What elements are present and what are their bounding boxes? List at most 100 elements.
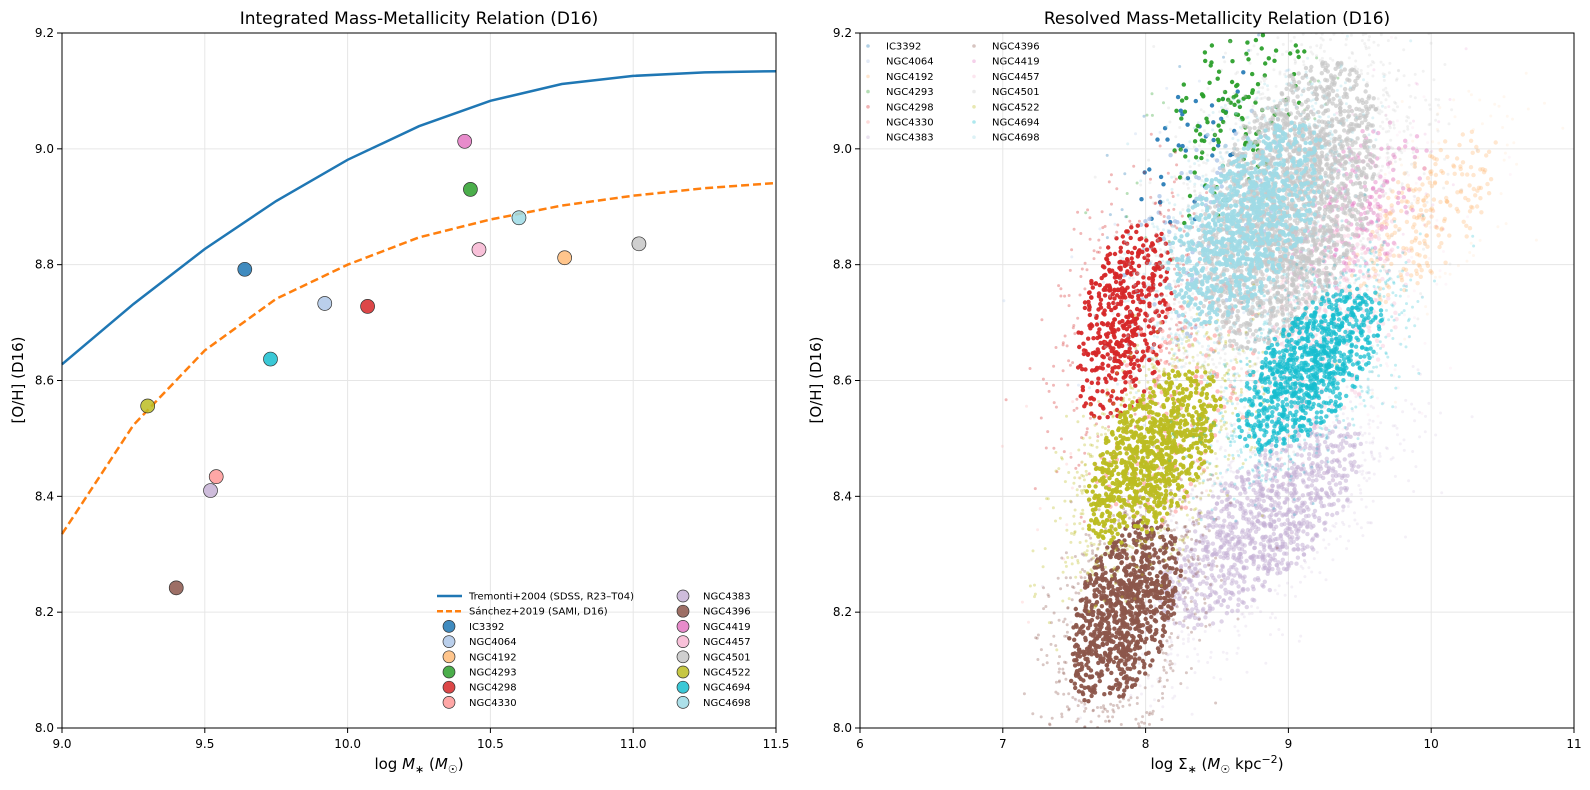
spaxel-point [1277,584,1281,588]
spaxel-point [1467,209,1473,214]
spaxel-point [1207,529,1211,533]
spaxel-point [1468,138,1474,143]
spaxel-point [1137,219,1141,223]
spaxel-point [1115,288,1121,293]
spaxel-point [1331,478,1335,482]
spaxel-point [1375,257,1380,262]
spaxel-point [1125,666,1130,671]
spaxel-point [1200,150,1205,155]
spaxel-point [1392,217,1397,222]
spaxel-point [1423,223,1429,228]
spaxel-point [1130,591,1136,596]
spaxel-point [1100,366,1106,371]
spaxel-point [1127,662,1131,666]
spaxel-point [1194,539,1198,543]
spaxel-point [1427,180,1433,185]
spaxel-point [1118,245,1124,250]
spaxel-point [1330,444,1336,449]
spaxel-point [1242,286,1246,290]
spaxel-point [1380,304,1384,308]
spaxel-point [1213,578,1218,583]
legend-label: NGC4298 [469,683,517,694]
spaxel-point [1177,620,1183,626]
spaxel-point [1078,293,1082,297]
spaxel-point [1133,626,1138,631]
spaxel-point [1190,607,1195,612]
spaxel-point [1193,155,1199,160]
spaxel-point [1186,637,1190,641]
spaxel-point [1165,307,1170,312]
spaxel-point [1196,175,1202,181]
spaxel-point [1304,484,1309,489]
spaxel-point [1359,491,1363,495]
spaxel-point [1387,105,1391,109]
spaxel-point [1337,463,1343,469]
spaxel-point [1478,98,1482,102]
spaxel-point [1189,667,1193,670]
spaxel-point [1087,559,1091,563]
spaxel-point [1294,594,1297,598]
spaxel-point [1485,181,1490,187]
spaxel-point [1098,539,1102,543]
spaxel-point [1295,555,1301,560]
legend-label: NGC4192 [469,652,517,663]
spaxel-point [1301,529,1306,534]
spaxel-point [1429,206,1435,211]
spaxel-point [1192,637,1195,641]
spaxel-point [1047,389,1051,393]
spaxel-point [1250,520,1255,525]
spaxel-point [1124,569,1129,574]
spaxel-point [1349,273,1355,278]
spaxel-point [1192,566,1198,571]
spaxel-point [1358,441,1364,447]
spaxel-point [1119,396,1124,401]
spaxel-point [1306,456,1312,461]
spaxel-point [1204,611,1208,615]
spaxel-point [1505,114,1509,118]
spaxel-point [1170,632,1173,635]
spaxel-point [1074,591,1078,595]
spaxel-point [1232,503,1238,509]
spaxel-point [1254,554,1260,559]
spaxel-point [1316,515,1322,521]
spaxel-point [1364,440,1368,444]
spaxel-point [1414,465,1418,469]
spaxel-point [1123,349,1128,355]
spaxel-point [1222,89,1228,95]
spaxel-point [1373,272,1378,277]
spaxel-point [1458,164,1463,169]
spaxel-point [1178,498,1182,501]
spaxel-point [1102,265,1107,270]
spaxel-point [1187,565,1191,569]
spaxel-point [1315,462,1320,467]
spaxel-point [1299,453,1304,458]
spaxel-point [1134,643,1140,648]
spaxel-point [1427,153,1433,159]
spaxel-point [1185,122,1190,127]
spaxel-point [1364,250,1369,255]
spaxel-point [1130,333,1136,339]
spaxel-point [1310,570,1314,574]
spaxel-point [1121,611,1126,616]
spaxel-point [1089,380,1095,385]
spaxel-point [1170,590,1176,595]
galaxy-point-ngc4698 [511,210,527,226]
spaxel-point [1261,508,1267,513]
spaxel-point [1311,547,1316,552]
legend-label: NGC4698 [703,698,751,709]
spaxel-point [1426,141,1430,145]
spaxel-point [1205,120,1210,125]
spaxel-point [1073,555,1077,558]
spaxel-point [1111,346,1116,351]
spaxel-point [1089,278,1094,284]
spaxel-point [1270,566,1275,572]
spaxel-point [1429,214,1434,219]
spaxel-point [1488,177,1494,182]
spaxel-point [1286,581,1289,585]
spaxel-point [1375,357,1381,362]
spaxel-point [1396,433,1399,437]
spaxel-point [1355,252,1360,257]
spaxel-point [1272,552,1278,557]
spaxel-point [1301,521,1307,526]
spaxel-point [1105,667,1110,672]
